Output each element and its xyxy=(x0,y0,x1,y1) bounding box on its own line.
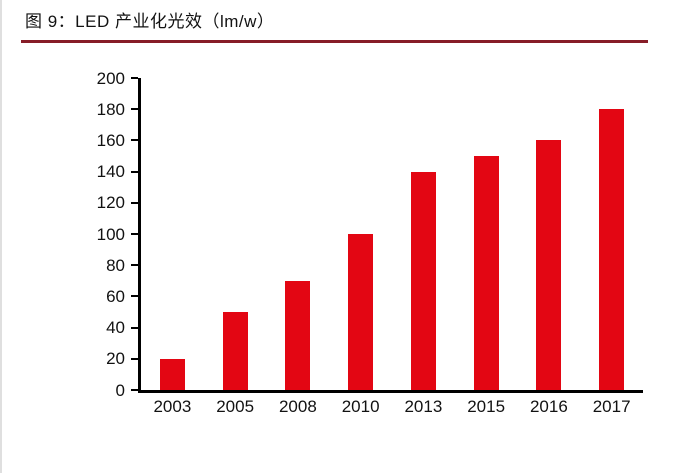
y-axis-tick xyxy=(131,357,138,360)
bar-2016 xyxy=(536,140,562,390)
title-underline-divider xyxy=(21,40,648,43)
y-axis-tick-label: 40 xyxy=(106,318,125,338)
bar-slot xyxy=(267,78,330,390)
figure-title: 图 9：LED 产业化光效（lm/w） xyxy=(25,12,275,31)
y-axis-tick xyxy=(131,264,138,267)
bar-2017 xyxy=(599,109,625,390)
x-axis-tick-label: 2013 xyxy=(404,397,443,416)
y-axis-tick-label: 60 xyxy=(106,286,125,306)
y-axis-tick xyxy=(131,201,138,204)
y-axis-tick-label: 160 xyxy=(96,130,125,150)
y-axis-tick xyxy=(131,389,138,391)
x-axis-tick-label: 2016 xyxy=(529,397,568,416)
y-axis-tick xyxy=(131,108,138,111)
x-axis-tick-label: 2010 xyxy=(341,397,380,416)
bar-2015 xyxy=(473,156,499,390)
bar-slot xyxy=(455,78,518,390)
bar-slot xyxy=(204,78,267,390)
bar-2013 xyxy=(410,171,436,390)
y-axis-tick-label: 20 xyxy=(106,349,125,369)
bars-container xyxy=(141,78,643,390)
y-axis-tick-label: 80 xyxy=(106,255,125,275)
x-axis-tick-label: 2005 xyxy=(216,397,255,416)
y-axis-tick xyxy=(131,170,138,173)
bar-chart-plot-area: 2003 2005 2008 2010 2013 2015 2016 2017 0 20 40 60… xyxy=(97,69,643,416)
y-axis-tick-label: 200 xyxy=(96,68,125,88)
y-axis-tick-label: 120 xyxy=(96,193,125,213)
x-axis-labels: 2003 2005 2008 2010 2013 2015 2016 2017 xyxy=(141,397,643,417)
bar-slot xyxy=(392,78,455,390)
y-axis-tick-label: 140 xyxy=(96,162,125,182)
bar-2003 xyxy=(159,358,185,390)
bar-2010 xyxy=(348,234,374,390)
y-axis-tick-label: 0 xyxy=(115,380,125,400)
bar-slot xyxy=(141,78,204,390)
x-axis-tick-label: 2003 xyxy=(153,397,192,416)
page-edge-line xyxy=(0,0,2,473)
y-axis-tick xyxy=(131,139,138,142)
bar-2008 xyxy=(285,280,311,390)
x-axis-tick-label: 2008 xyxy=(278,397,317,416)
x-axis-tick-label: 2015 xyxy=(467,397,506,416)
y-axis-tick-label: 100 xyxy=(96,224,125,244)
y-axis-tick xyxy=(131,233,138,235)
y-axis-tick xyxy=(131,77,138,79)
y-axis-tick xyxy=(131,295,138,298)
bar-slot xyxy=(580,78,643,390)
y-axis-tick xyxy=(131,326,138,329)
bar-slot xyxy=(518,78,581,390)
y-axis-tick-label: 180 xyxy=(96,99,125,119)
bar-slot xyxy=(329,78,392,390)
bar-2005 xyxy=(222,312,248,390)
x-axis-tick-label: 2017 xyxy=(592,397,631,416)
